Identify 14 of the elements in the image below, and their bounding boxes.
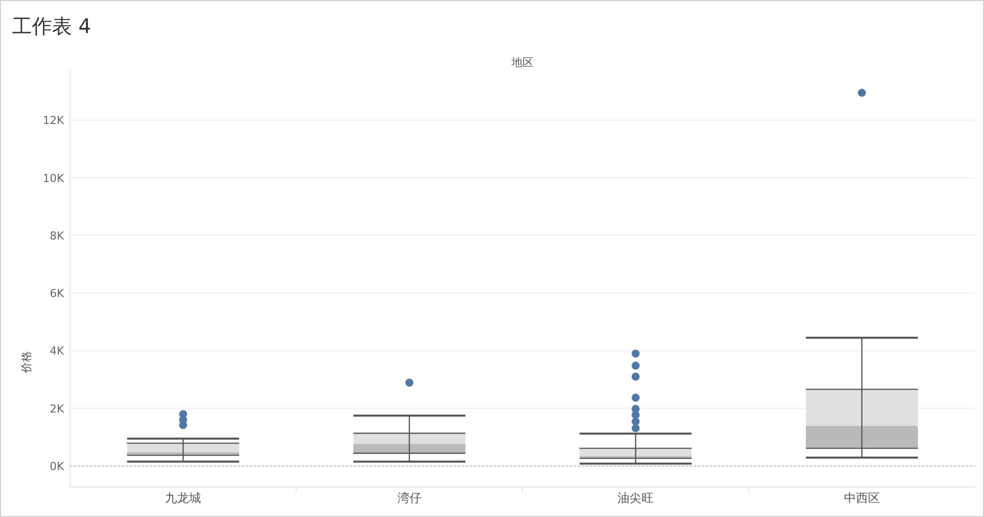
y-tick-label: 6K	[50, 287, 65, 300]
y-tick-label: 12K	[42, 114, 65, 128]
y-tick-label: 8K	[50, 229, 65, 242]
x-tick-label: 九龙城	[165, 491, 202, 505]
y-tick-label: 4K	[50, 344, 65, 358]
y-axis-title: 价格	[20, 350, 33, 374]
y-tick-label: 10K	[42, 172, 65, 185]
x-tick-label: 油尖旺	[618, 491, 654, 505]
x-tick-label: 中西区	[844, 491, 880, 505]
y-tick-label: 2K	[50, 402, 65, 416]
y-tick-label: 0K	[50, 460, 65, 473]
chart-title: 工作表 4	[12, 14, 92, 38]
x-axis-title: 地区	[510, 56, 534, 69]
x-tick-label: 湾仔	[397, 491, 422, 505]
